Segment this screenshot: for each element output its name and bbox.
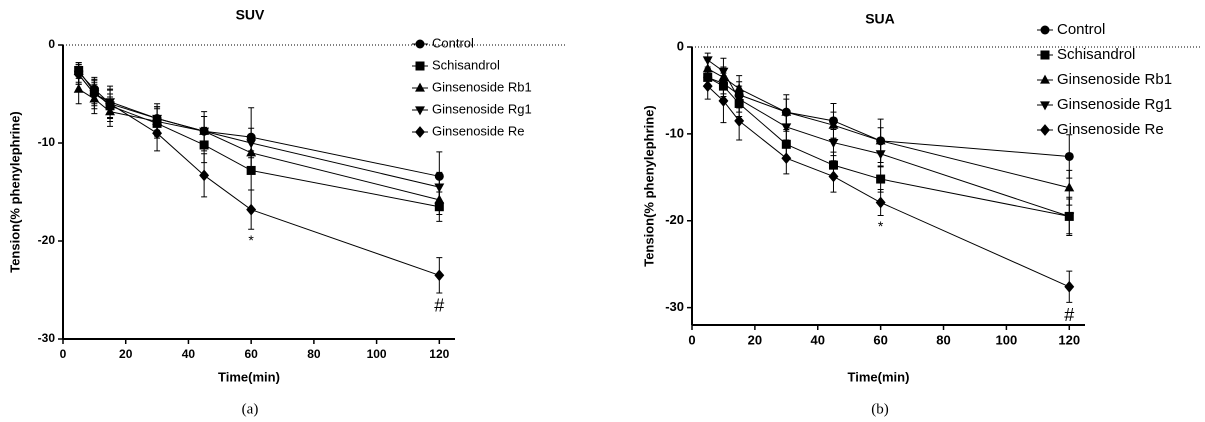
marker xyxy=(702,80,713,92)
marker xyxy=(434,183,445,193)
marker xyxy=(875,135,886,145)
x-tick-label: 60 xyxy=(873,332,887,347)
marker xyxy=(246,165,256,175)
marker xyxy=(246,139,257,149)
legend-marker xyxy=(415,106,425,116)
marker xyxy=(73,83,84,93)
legend-label: Schisandrol xyxy=(432,57,500,72)
caption: (b) xyxy=(871,401,889,417)
series-line xyxy=(78,74,440,188)
legend-marker xyxy=(415,82,425,92)
series-line xyxy=(707,68,1070,189)
marker xyxy=(734,95,745,105)
marker xyxy=(875,196,886,209)
x-tick-label: 0 xyxy=(688,332,695,347)
marker xyxy=(246,203,257,216)
y-axis-label: Tension(% phenylephrine) xyxy=(7,111,22,273)
legend-label: Ginsenoside Re xyxy=(1057,121,1164,138)
legend-marker xyxy=(1040,50,1050,60)
legend-label: Ginsenoside Rg1 xyxy=(1057,96,1172,113)
marker xyxy=(718,95,729,107)
marker xyxy=(828,138,839,148)
legend-marker xyxy=(415,126,425,138)
legend-marker xyxy=(415,39,425,49)
x-axis-label: Time(min) xyxy=(218,369,280,384)
y-axis-label: Tension(% phenylephrine) xyxy=(641,105,656,267)
y-tick-label: -30 xyxy=(665,299,684,314)
y-tick-label: -10 xyxy=(665,125,684,140)
marker xyxy=(1064,182,1075,192)
marker xyxy=(73,68,84,81)
marker xyxy=(1064,280,1075,293)
chart: SUA (b) Time(min) Tension(% phenylephrine) 0… xyxy=(641,11,1200,417)
marker xyxy=(828,170,839,183)
marker xyxy=(702,63,713,73)
series-line xyxy=(707,76,1070,157)
chart-title: SUA xyxy=(865,11,895,27)
legend-marker xyxy=(415,61,425,71)
annotation: * xyxy=(878,218,884,234)
x-tick-label: 60 xyxy=(244,347,258,361)
marker xyxy=(199,169,210,182)
marker xyxy=(89,88,100,100)
chart-title: SUV xyxy=(236,7,265,23)
x-tick-label: 20 xyxy=(748,332,762,347)
marker xyxy=(781,152,792,165)
x-tick-label: 100 xyxy=(996,332,1018,347)
legend-marker xyxy=(1040,25,1050,35)
y-tick-label: -20 xyxy=(38,233,56,247)
legend-marker xyxy=(1040,74,1050,84)
series-line xyxy=(707,76,1070,217)
marker xyxy=(875,150,886,160)
chart: SUV (a) Time(min) Tension(% phenylephrine) 0… xyxy=(7,7,565,417)
legend-label: Ginsenoside Re xyxy=(432,123,525,138)
marker xyxy=(781,123,792,133)
series-line xyxy=(707,85,1070,288)
marker xyxy=(199,127,210,137)
y-tick-label: -10 xyxy=(38,135,56,149)
y-tick-label: 0 xyxy=(48,37,55,51)
x-tick-label: 120 xyxy=(429,347,449,361)
x-tick-label: 40 xyxy=(811,332,825,347)
x-tick-label: 100 xyxy=(367,347,387,361)
annotation: # xyxy=(1064,305,1074,325)
series-line xyxy=(707,59,1070,217)
y-tick-label: -20 xyxy=(665,212,684,227)
legend-label: Ginsenoside Rb1 xyxy=(432,79,532,94)
marker xyxy=(702,56,713,66)
x-tick-label: 80 xyxy=(307,347,321,361)
legend-label: Ginsenoside Rb1 xyxy=(1057,71,1172,88)
x-tick-label: 20 xyxy=(119,347,133,361)
legend-label: Control xyxy=(1057,21,1105,38)
annotation: # xyxy=(434,296,444,316)
x-tick-label: 120 xyxy=(1058,332,1080,347)
y-tick-label: 0 xyxy=(677,38,684,53)
x-tick-label: 40 xyxy=(182,347,196,361)
x-tick-label: 0 xyxy=(60,347,67,361)
marker xyxy=(876,174,886,184)
legend-label: Ginsenoside Rg1 xyxy=(432,101,532,116)
marker xyxy=(828,119,839,129)
marker xyxy=(105,97,115,110)
marker xyxy=(152,127,163,140)
annotation: * xyxy=(248,232,254,248)
legend-marker xyxy=(1040,101,1050,111)
series-line xyxy=(78,72,440,177)
x-axis-label: Time(min) xyxy=(848,369,910,384)
y-tick-label: -30 xyxy=(38,331,56,345)
legend-marker xyxy=(1040,124,1050,136)
legend-label: Control xyxy=(432,35,474,50)
marker xyxy=(734,114,745,127)
legend-label: Schisandrol xyxy=(1057,46,1135,63)
marker xyxy=(718,67,729,77)
x-tick-label: 80 xyxy=(936,332,950,347)
marker xyxy=(1064,151,1074,161)
caption: (a) xyxy=(242,401,259,417)
marker xyxy=(434,269,445,282)
marker xyxy=(1064,212,1075,222)
